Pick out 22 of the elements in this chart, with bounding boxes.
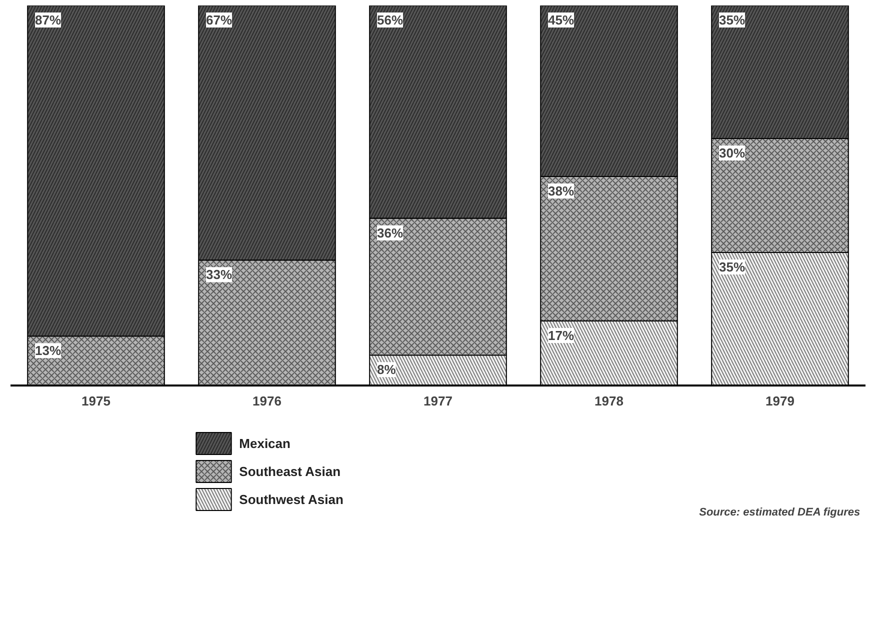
x-tick-label: 1976 [252, 394, 282, 408]
data-label: 45% [548, 12, 574, 28]
data-label: 38% [548, 184, 574, 199]
x-tick-label: 1975 [82, 394, 110, 408]
legend-label: Mexican [239, 436, 291, 451]
data-label: 56% [377, 12, 404, 28]
data-label: 67% [206, 12, 232, 28]
data-label: 87% [35, 12, 62, 28]
data-label: 33% [206, 267, 232, 282]
x-tick-label: 1978 [594, 394, 624, 408]
data-label: 30% [719, 146, 746, 161]
legend-label: Southeast Asian [239, 464, 341, 479]
legend-label: Southwest Asian [239, 492, 344, 507]
x-tick-label: 1977 [424, 394, 452, 408]
data-label: 8% [377, 362, 396, 378]
source-note: Source: estimated DEA figures [699, 506, 860, 518]
data-label: 35% [719, 12, 746, 28]
data-label: 35% [719, 260, 746, 275]
data-label: 13% [35, 343, 62, 358]
data-label: 36% [377, 225, 404, 240]
data-label: 17% [548, 328, 574, 343]
x-tick-label: 1979 [766, 394, 794, 408]
